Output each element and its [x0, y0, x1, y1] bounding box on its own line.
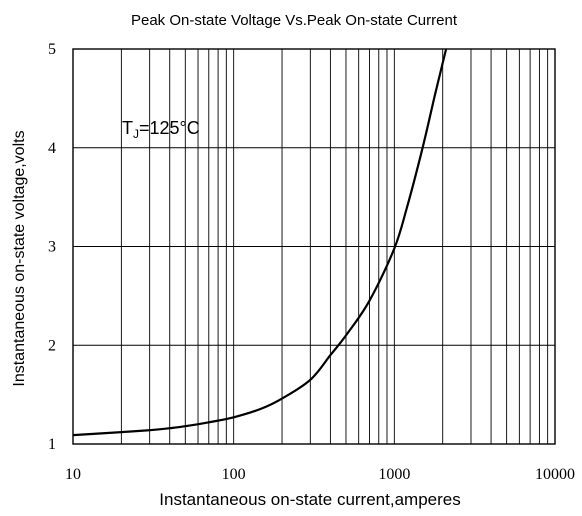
chart-title: Peak On-state Voltage Vs.Peak On-state C…	[131, 12, 458, 29]
plot-frame	[72, 48, 556, 445]
x-tick-label: 10000	[535, 466, 575, 483]
x-tick-labels: 10 100 1000 10000	[65, 466, 575, 483]
temperature-annotation: TJ=125°C	[122, 118, 200, 141]
y-tick-label: 3	[48, 239, 56, 256]
series-layer	[72, 48, 448, 437]
x-tick-label: 1000	[378, 466, 410, 483]
y-tick-labels: 1 2 3 4 5	[48, 41, 56, 453]
annotation-main: T	[122, 118, 133, 138]
y-tick-label: 4	[48, 140, 56, 157]
annotation-rest: =125°C	[139, 118, 200, 138]
y-tick-label: 2	[48, 337, 56, 354]
y-axis-label: Instantaneous on-state voltage,volts	[11, 130, 28, 386]
x-tick-label: 10	[65, 466, 81, 483]
x-axis-label: Instantaneous on-state current,amperes	[159, 490, 460, 509]
y-tick-label: 1	[48, 436, 56, 453]
series-line	[72, 48, 448, 437]
grid-lines	[73, 49, 555, 444]
annotation-subscript: J	[133, 127, 139, 141]
x-tick-label: 100	[222, 466, 246, 483]
y-tick-label: 5	[48, 41, 56, 58]
